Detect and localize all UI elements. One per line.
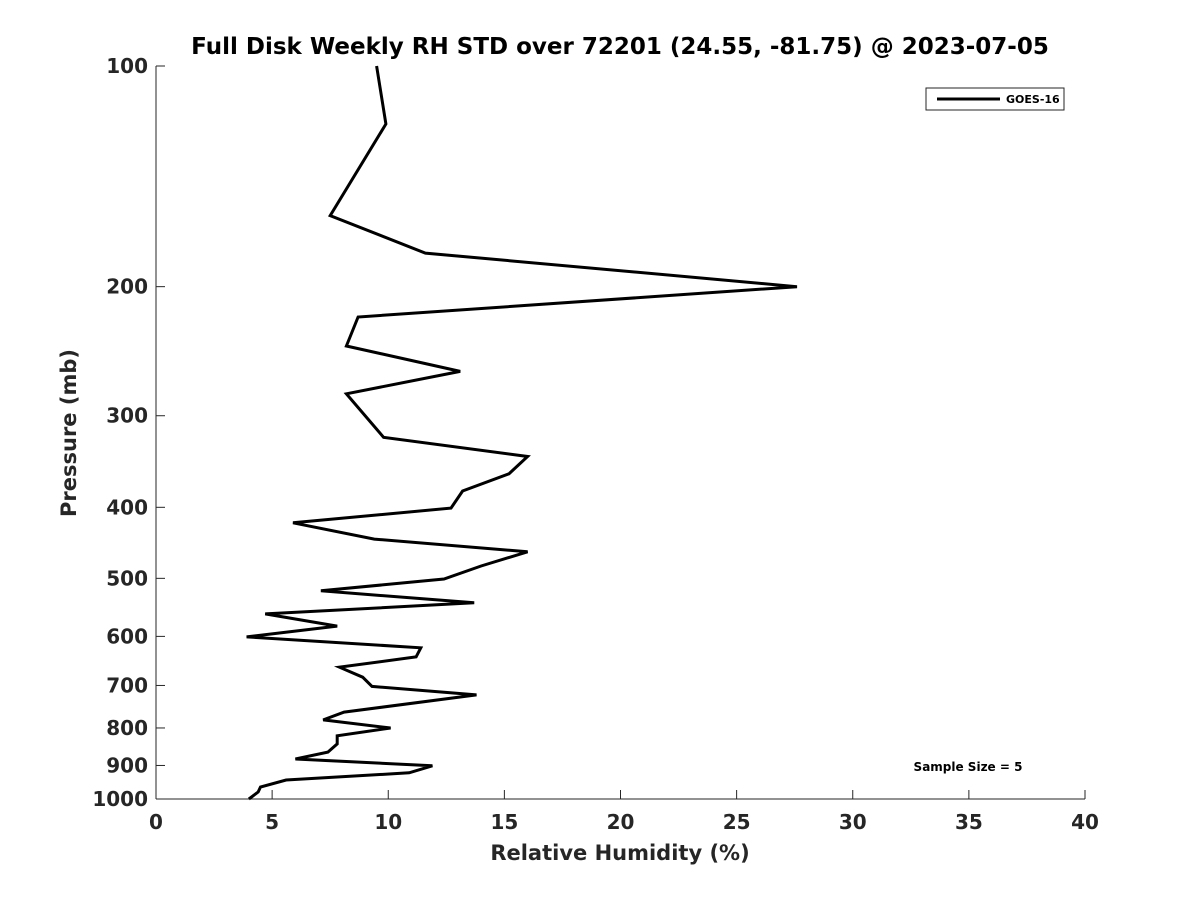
- x-tick-label: 30: [839, 810, 867, 834]
- axes: 0 5 10 15 20 25 30 35 40 100 200 300 400 500 600 700 800…: [92, 54, 1099, 834]
- x-tick-label: 0: [149, 810, 163, 834]
- x-axis-label: Relative Humidity (%): [490, 841, 749, 865]
- x-tick-label: 20: [607, 810, 635, 834]
- y-tick-label: 600: [106, 624, 148, 648]
- sample-size-annotation: Sample Size = 5: [914, 760, 1023, 774]
- y-tick-label: 900: [106, 753, 148, 777]
- series-line-goes-16: [246, 65, 798, 801]
- y-tick-label: 300: [106, 404, 148, 428]
- x-tick-label: 25: [723, 810, 751, 834]
- series-layer: [246, 65, 798, 801]
- y-axis-label: Pressure (mb): [57, 349, 81, 517]
- x-tick-label: 35: [955, 810, 983, 834]
- legend-label-goes-16: GOES-16: [1006, 93, 1060, 106]
- x-tick-label: 5: [265, 810, 279, 834]
- chart-title: Full Disk Weekly RH STD over 72201 (24.5…: [191, 34, 1049, 60]
- y-tick-label: 500: [106, 566, 148, 590]
- x-tick-label: 10: [374, 810, 402, 834]
- y-tick-label: 400: [106, 495, 148, 519]
- x-tick-label: 15: [490, 810, 518, 834]
- y-tick-label: 700: [106, 673, 148, 697]
- y-tick-label: 100: [106, 54, 148, 78]
- x-tick-label: 40: [1071, 810, 1099, 834]
- y-tick-label: 200: [106, 275, 148, 299]
- legend: GOES-16: [925, 87, 1065, 111]
- y-tick-label: 800: [106, 716, 148, 740]
- y-tick-label: 1000: [92, 787, 148, 811]
